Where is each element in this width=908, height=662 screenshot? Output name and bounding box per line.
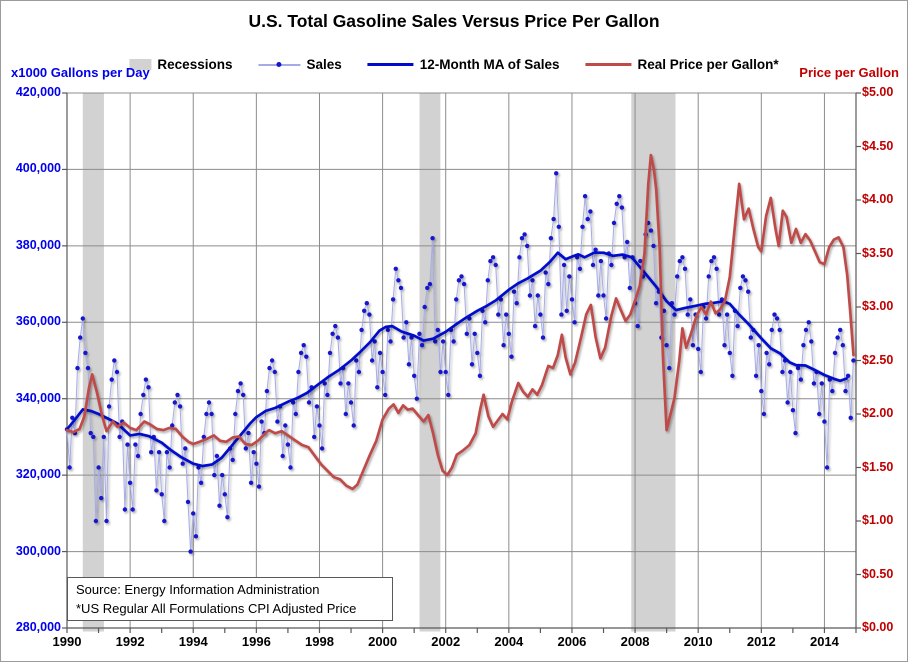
- legend-item-recessions: Recessions: [129, 57, 232, 72]
- price-line-icon: [585, 63, 632, 66]
- source-note-line2: *US Regular All Formulations CPI Adjuste…: [76, 601, 357, 616]
- gridlines: [67, 92, 856, 628]
- source-note-line1: Source: Energy Information Administratio…: [76, 582, 320, 597]
- legend-label: Recessions: [157, 57, 233, 72]
- axes: [62, 92, 861, 633]
- legend-label: Real Price per Gallon*: [637, 57, 779, 72]
- recession-band-swatch-icon: [129, 59, 152, 70]
- legend-item-sales: Sales: [258, 57, 342, 72]
- sales-series: [64, 171, 856, 554]
- ma-line-icon: [367, 63, 414, 66]
- left-axis-title: x1000 Gallons per Day: [11, 65, 150, 80]
- legend-label: 12-Month MA of Sales: [419, 57, 560, 72]
- legend-item-ma: 12-Month MA of Sales: [367, 57, 560, 72]
- right-axis-title: Price per Gallon: [799, 65, 899, 80]
- chart-title: U.S. Total Gasoline Sales Versus Price P…: [248, 11, 660, 31]
- legend-label: Sales: [306, 57, 342, 72]
- legend: Recessions Sales 12-Month MA of Sales Re…: [129, 57, 779, 72]
- sales-marker-icon: [258, 60, 301, 69]
- recession-bands: [82, 93, 676, 632]
- legend-item-price: Real Price per Gallon*: [585, 57, 779, 72]
- price-series: [65, 153, 855, 491]
- source-note-box: Source: Energy Information Administratio…: [67, 577, 393, 621]
